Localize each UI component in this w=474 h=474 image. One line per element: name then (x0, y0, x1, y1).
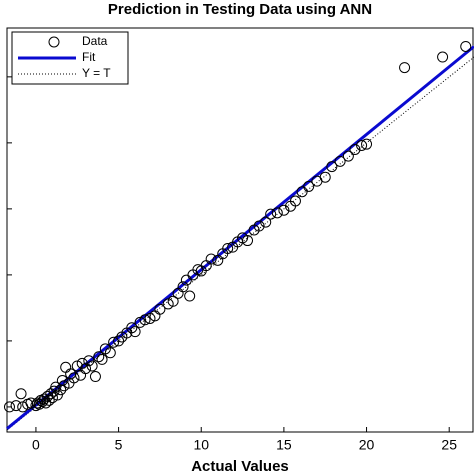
data-point (326, 161, 338, 173)
data-point (108, 336, 120, 348)
data-point (154, 303, 166, 315)
data-point (40, 397, 52, 409)
x-axis-label: Actual Values (191, 458, 289, 474)
data-point (126, 322, 138, 334)
data-point (56, 375, 68, 387)
data-point (356, 140, 368, 152)
legend-marker (48, 36, 60, 48)
legend-label: Data (82, 34, 108, 48)
data-point (139, 314, 151, 326)
data-point (349, 143, 361, 155)
data-point (96, 353, 108, 365)
x-tick-label: 20 (359, 437, 375, 453)
legend-label: Y = T (82, 66, 111, 80)
data-point (68, 372, 80, 384)
data-point (242, 235, 254, 247)
data-point (361, 138, 373, 150)
data-point (83, 355, 95, 367)
data-point (184, 290, 196, 302)
data-point (167, 295, 179, 307)
chart-title: Prediction in Testing Data using ANN (108, 1, 372, 18)
data-point (265, 208, 277, 220)
data-point (80, 363, 92, 375)
data-point (342, 150, 354, 162)
data-point (296, 186, 308, 198)
legend-label: Fit (82, 50, 96, 64)
data-point (253, 220, 265, 232)
data-point (104, 347, 116, 359)
data-point (334, 155, 346, 167)
data-point (32, 397, 44, 409)
data-point (303, 180, 315, 192)
x-tick-label: 15 (276, 437, 292, 453)
data-point (460, 40, 472, 52)
data-point (113, 335, 125, 347)
data-point (180, 274, 192, 286)
data-point (271, 207, 283, 219)
data-point (399, 62, 411, 74)
data-point (93, 351, 105, 363)
x-tick-label: 5 (115, 437, 123, 453)
data-point (89, 371, 101, 383)
data-point (3, 401, 15, 413)
data-point (260, 216, 272, 228)
x-tick-label: 0 (32, 437, 40, 453)
data-point (76, 357, 88, 369)
x-tick-label: 25 (441, 437, 457, 453)
data-point (177, 281, 189, 293)
data-point (15, 388, 27, 400)
x-tick-label: 10 (193, 437, 209, 453)
data-point (289, 195, 301, 207)
data-point (278, 204, 290, 216)
data-point (222, 242, 234, 254)
data-point (437, 51, 449, 63)
data-point (10, 400, 22, 412)
data-point (319, 171, 331, 183)
data-point (86, 360, 98, 372)
data-point (43, 394, 55, 406)
data-point (205, 253, 217, 265)
data-point (129, 326, 141, 338)
data-point (51, 389, 63, 401)
